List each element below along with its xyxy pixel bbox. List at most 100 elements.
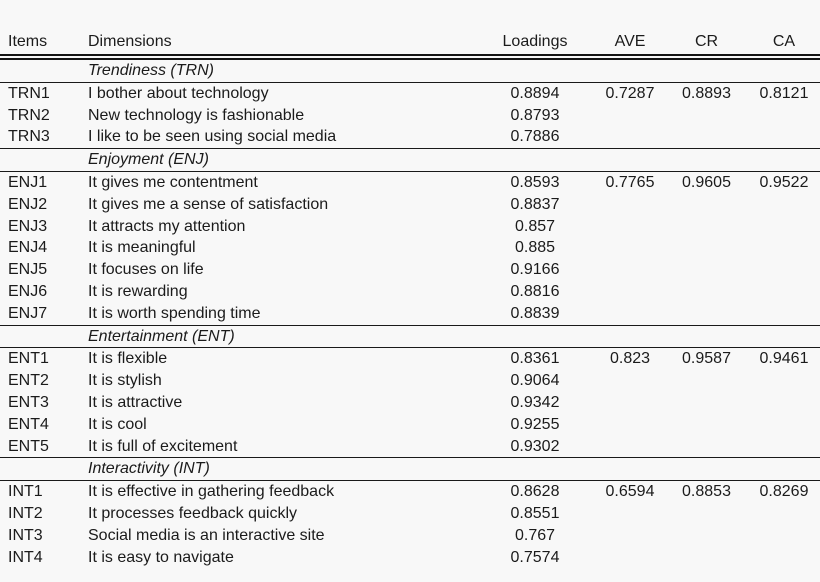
measurement-model-table: Items Dimensions Loadings AVE CR CA Tren… — [0, 0, 820, 569]
table-row: ENJ3 It attracts my attention 0.857 — [0, 216, 820, 238]
item-cell: TRN2 — [8, 106, 50, 124]
section-title: Interactivity (INT) — [85, 458, 820, 482]
loading-cell: 0.8593 — [510, 173, 560, 191]
ave-cell — [595, 392, 665, 414]
table-row: TRN3 I like to be seen using social media… — [0, 126, 820, 150]
table-row: INT1 It is effective in gathering feedbac… — [0, 481, 820, 503]
ave-cell — [595, 547, 665, 569]
ave-cell — [595, 216, 665, 238]
ca-cell — [748, 194, 820, 216]
section-title: Trendiness (TRN) — [85, 60, 820, 83]
ave-cell — [595, 525, 665, 547]
loading-cell: 0.885 — [514, 239, 556, 257]
section-empty-cell — [0, 149, 85, 172]
ca-cell — [748, 105, 820, 127]
ave-cell — [595, 503, 665, 525]
item-cell: INT3 — [8, 526, 43, 544]
loading-cell: 0.8551 — [510, 504, 560, 522]
cr-cell — [665, 503, 748, 525]
dimension-cell: It gives me a sense of satisfaction — [88, 195, 329, 213]
dimension-cell: It is full of excitement — [85, 436, 475, 459]
item-cell: ENJ6 — [8, 282, 48, 300]
cr-cell — [665, 303, 748, 326]
dimension-cell: It focuses on life — [88, 261, 204, 279]
ca-cell — [748, 525, 820, 547]
dimension-cell: It is worth spending time — [85, 303, 475, 326]
ave-cell — [595, 436, 665, 459]
section-empty-cell — [0, 458, 85, 482]
ca-cell — [748, 216, 820, 238]
table-row: ENT2 It is stylish 0.9064 — [0, 370, 820, 392]
table-row: ENT3 It is attractive 0.9342 — [0, 392, 820, 414]
dimension-cell: It is attractive — [88, 393, 183, 411]
item-cell: ENT5 — [0, 436, 85, 459]
table-row: ENJ6 It is rewarding 0.8816 — [0, 281, 820, 303]
table-row: ENJ5 It focuses on life 0.9166 — [0, 259, 820, 281]
ave-cell — [595, 303, 665, 326]
cr-cell: 0.9587 — [682, 350, 731, 368]
ca-cell — [748, 414, 820, 436]
loading-cell: 0.9302 — [475, 436, 595, 459]
item-cell: ENJ1 — [8, 173, 48, 191]
table-row: ENJ2 It gives me a sense of satisfaction 0… — [0, 194, 820, 216]
ave-cell — [595, 105, 665, 127]
cr-cell — [665, 105, 748, 127]
ave-cell — [595, 237, 665, 259]
item-cell: ENT3 — [8, 393, 49, 411]
loading-cell: 0.8816 — [510, 282, 560, 300]
dimension-cell: I bother about technology — [88, 84, 269, 102]
ave-cell — [595, 259, 665, 281]
ca-cell — [748, 370, 820, 392]
col-header-loadings: Loadings — [475, 0, 595, 60]
ave-cell — [595, 126, 665, 150]
ca-cell — [748, 547, 820, 569]
item-cell: INT1 — [8, 483, 43, 501]
ave-cell: 0.7287 — [605, 84, 655, 102]
section-row: Trendiness (TRN) — [0, 60, 820, 83]
section-empty-cell — [0, 326, 85, 349]
cr-cell — [665, 237, 748, 259]
ca-cell — [748, 281, 820, 303]
cr-cell — [665, 547, 748, 569]
cr-cell — [665, 414, 748, 436]
col-header-dimensions: Dimensions — [85, 0, 475, 60]
col-header-ave: AVE — [595, 0, 665, 60]
section-title: Enjoyment (ENJ) — [85, 149, 820, 172]
dimension-cell: It is flexible — [88, 350, 168, 368]
table-header-row: Items Dimensions Loadings AVE CR CA — [0, 0, 820, 60]
section-title: Entertainment (ENT) — [85, 326, 820, 349]
ca-cell — [748, 503, 820, 525]
loading-cell: 0.767 — [514, 526, 556, 544]
ca-cell — [748, 392, 820, 414]
ave-cell: 0.6594 — [605, 483, 655, 501]
ca-cell — [748, 303, 820, 326]
loading-cell: 0.9342 — [510, 393, 560, 411]
item-cell: INT4 — [8, 548, 43, 566]
table-row: ENJ4 It is meaningful 0.885 — [0, 237, 820, 259]
loading-cell: 0.857 — [514, 217, 556, 235]
col-header-items: Items — [0, 0, 85, 60]
loading-cell: 0.7886 — [475, 126, 595, 150]
dimension-cell: It is effective in gathering feedback — [88, 483, 335, 501]
dimension-cell: It processes feedback quickly — [88, 504, 297, 522]
cr-cell: 0.8853 — [682, 483, 731, 501]
loading-cell: 0.7574 — [510, 548, 560, 566]
loading-cell: 0.8628 — [510, 483, 560, 501]
ca-cell — [748, 237, 820, 259]
col-header-cr: CR — [665, 0, 748, 60]
dimension-cell: New technology is fashionable — [88, 106, 305, 124]
ave-cell — [595, 414, 665, 436]
ave-cell — [595, 281, 665, 303]
item-cell: ENT2 — [8, 372, 49, 390]
dimension-cell: It gives me contentment — [88, 173, 258, 191]
ave-cell — [595, 194, 665, 216]
ca-cell — [748, 436, 820, 459]
loading-cell: 0.8837 — [510, 195, 560, 213]
cr-cell — [665, 126, 748, 150]
cr-cell — [665, 525, 748, 547]
item-cell: ENT4 — [8, 415, 49, 433]
dimension-cell: It is meaningful — [88, 239, 196, 257]
loading-cell: 0.8361 — [510, 350, 560, 368]
ca-cell: 0.9522 — [759, 173, 809, 191]
cr-cell: 0.8893 — [682, 84, 731, 102]
